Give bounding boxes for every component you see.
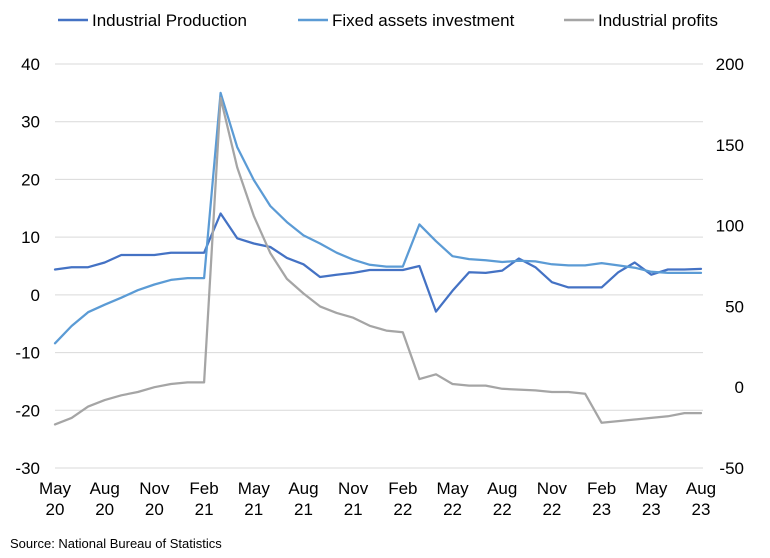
left-axis-tick-label: 20: [21, 170, 40, 189]
legend-label-industrial-profits: Industrial profits: [598, 11, 718, 30]
x-axis-tick-year: 22: [493, 500, 512, 519]
right-axis-tick-label: -50: [719, 459, 744, 478]
x-axis-tick-month: May: [39, 479, 72, 498]
x-axis-tick-year: 22: [443, 500, 462, 519]
x-axis-tick-month: May: [436, 479, 469, 498]
x-axis-tick-month: Aug: [487, 479, 517, 498]
x-axis-tick-month: Aug: [90, 479, 120, 498]
legend: Industrial Production Fixed assets invest…: [58, 11, 718, 30]
x-axis-tick-year: 20: [95, 500, 114, 519]
left-axis-tick-label: -20: [15, 401, 40, 420]
series-line-industrial-production: [53, 212, 703, 313]
x-axis-tick-month: Nov: [338, 479, 369, 498]
x-axis-tick-year: 23: [692, 500, 711, 519]
x-axis-tick-month: May: [238, 479, 271, 498]
left-axis-tick-label: 10: [21, 228, 40, 247]
x-axis-tick-month: May: [635, 479, 668, 498]
left-axis-tick-label: 40: [21, 55, 40, 74]
x-axis-tick-month: Feb: [587, 479, 616, 498]
right-axis-tick-label: 50: [725, 297, 744, 316]
x-axis-tick-month: Aug: [686, 479, 716, 498]
x-axis-tick-year: 20: [46, 500, 65, 519]
x-axis-tick-month: Aug: [288, 479, 318, 498]
legend-label-fixed-assets-investment: Fixed assets investment: [332, 11, 515, 30]
gridlines: [55, 63, 703, 469]
x-axis-tick-month: Nov: [537, 479, 568, 498]
axes: 403020100-10-20-30200150100500-50May20Au…: [15, 55, 744, 519]
x-axis-tick-month: Feb: [189, 479, 218, 498]
x-axis-tick-year: 23: [642, 500, 661, 519]
x-axis-tick-year: 21: [244, 500, 263, 519]
left-axis-tick-label: -10: [15, 344, 40, 363]
right-axis-tick-label: 100: [716, 217, 744, 236]
right-axis-tick-label: 200: [716, 55, 744, 74]
x-axis-tick-year: 21: [294, 500, 313, 519]
x-axis-tick-year: 23: [592, 500, 611, 519]
series-lines: [53, 91, 703, 426]
x-axis-tick-year: 21: [344, 500, 363, 519]
series-line-industrial-profits: [53, 96, 703, 426]
x-axis-tick-year: 22: [393, 500, 412, 519]
left-axis-tick-label: 30: [21, 113, 40, 132]
series-line-fixed-assets-investment: [53, 91, 703, 345]
x-axis-tick-month: Nov: [139, 479, 170, 498]
left-axis-tick-label: 0: [31, 286, 40, 305]
right-axis-tick-label: 150: [716, 136, 744, 155]
x-axis-tick-year: 21: [195, 500, 214, 519]
legend-label-industrial-production: Industrial Production: [92, 11, 247, 30]
x-axis-tick-month: Feb: [388, 479, 417, 498]
left-axis-tick-label: -30: [15, 459, 40, 478]
source-note: Source: National Bureau of Statistics: [10, 536, 222, 551]
right-axis-tick-label: 0: [735, 378, 744, 397]
x-axis-tick-year: 20: [145, 500, 164, 519]
x-axis-tick-year: 22: [542, 500, 561, 519]
